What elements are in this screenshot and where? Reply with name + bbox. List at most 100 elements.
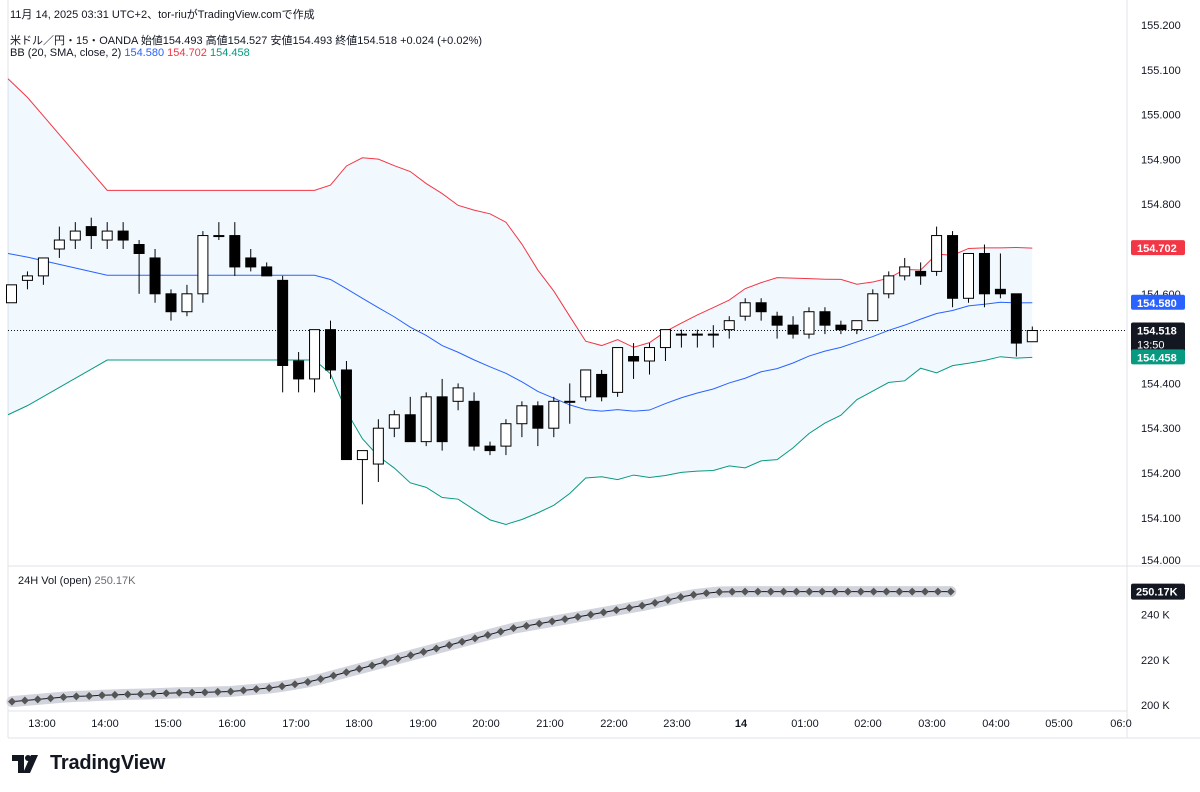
volume-point — [110, 690, 119, 699]
candle — [915, 262, 927, 285]
candle — [69, 222, 81, 249]
tradingview-logo[interactable]: TradingView — [12, 752, 165, 775]
y-tick-label: 154.900 — [1141, 154, 1181, 166]
candle-body — [340, 369, 352, 461]
candle — [261, 262, 273, 277]
volume-point — [638, 601, 647, 610]
candle-body — [388, 414, 400, 429]
symbol-name[interactable]: 米ドル／円・15・OANDA — [10, 35, 138, 47]
candles — [6, 217, 1038, 505]
volume-point — [445, 641, 454, 650]
x-tick-label: 23:00 — [663, 718, 691, 730]
x-tick-label: 14:00 — [91, 718, 119, 730]
x-tick-label: 21:00 — [536, 718, 564, 730]
y-tick-label: 155.100 — [1141, 65, 1181, 77]
volume-tick-label: 200 K — [1141, 700, 1170, 712]
x-tick-label: 04:00 — [982, 718, 1010, 730]
candle — [133, 240, 145, 294]
candle — [21, 271, 33, 290]
candle — [436, 378, 448, 451]
candle — [947, 231, 959, 308]
volume-point — [72, 692, 81, 701]
candle-body — [596, 373, 608, 398]
candle — [37, 257, 49, 285]
y-tick-label: 155.000 — [1141, 110, 1181, 122]
x-tick-label: 15:00 — [154, 718, 182, 730]
candle — [165, 289, 177, 321]
indicator-name[interactable]: BB (20, SMA, close, 2) — [10, 47, 122, 59]
basis-badge-text: 154.580 — [1137, 298, 1177, 310]
volume-label[interactable]: 24H Vol (open) — [18, 575, 92, 587]
candle-body — [739, 302, 751, 317]
x-tick-label: 17:00 — [282, 718, 310, 730]
candle — [596, 369, 608, 402]
volume-point — [46, 694, 55, 703]
volume-point — [470, 634, 479, 643]
candle-body — [325, 329, 336, 371]
volume-point — [458, 637, 467, 646]
volume-line — [11, 591, 951, 703]
upper-badge: 154.702 — [1131, 240, 1185, 256]
candle-body — [532, 405, 544, 429]
candle — [452, 383, 464, 411]
candle-body — [691, 333, 703, 336]
candle-body — [181, 293, 193, 313]
volume-point — [548, 617, 557, 626]
candle — [994, 253, 1006, 299]
candle — [1010, 293, 1022, 357]
volume-point — [303, 677, 312, 686]
volume-point — [573, 612, 582, 621]
volume-point — [522, 621, 531, 630]
volume-point — [715, 588, 724, 597]
x-tick-label: 01:00 — [791, 718, 819, 730]
candle-body — [468, 400, 480, 447]
candle — [659, 329, 671, 361]
volume-point — [933, 587, 942, 596]
volume-point — [419, 647, 428, 656]
candle — [931, 226, 943, 276]
candle-body — [787, 324, 799, 335]
candle-body — [101, 230, 113, 241]
bb-basis-value: 154.580 — [124, 47, 165, 59]
candle-body — [835, 324, 847, 331]
candle — [325, 320, 336, 379]
candle — [723, 316, 735, 339]
candle-body — [947, 235, 959, 299]
volume-point — [741, 587, 750, 596]
volume-point — [226, 687, 235, 696]
candle-body — [372, 427, 384, 465]
x-tick-label: 06:0 — [1110, 718, 1131, 730]
candle — [484, 441, 496, 456]
x-tick-label: 02:00 — [854, 718, 882, 730]
candle — [404, 396, 416, 443]
candle — [85, 217, 97, 249]
volume-value: 250.17K — [94, 575, 136, 587]
volume-point — [856, 587, 865, 596]
candle — [277, 275, 289, 393]
volume-badge-text: 250.17K — [1136, 587, 1178, 599]
price-badge-bg — [1131, 322, 1185, 353]
y-tick-label: 154.800 — [1141, 199, 1181, 211]
candle-body — [165, 293, 177, 313]
x-tick-label: 14 — [735, 718, 748, 730]
candle-body — [133, 244, 145, 254]
volume-point — [136, 690, 145, 699]
volume-point — [393, 654, 402, 663]
candle-body — [356, 450, 368, 461]
volume-point — [33, 695, 42, 704]
y-tick-label: 154.000 — [1141, 555, 1181, 567]
ohlc-values: 始値154.493 高値154.527 安値154.493 終値154.518 … — [140, 35, 483, 47]
volume-point — [20, 696, 29, 705]
candle — [548, 396, 560, 438]
candle — [500, 419, 512, 456]
volume-point — [805, 587, 814, 596]
price-badge-countdown: 13:50 — [1137, 340, 1165, 352]
x-tick-label: 05:00 — [1045, 718, 1073, 730]
candle-body — [1010, 293, 1022, 344]
y-tick-label: 154.300 — [1141, 423, 1181, 435]
candle-body — [819, 311, 831, 326]
volume-point — [676, 593, 685, 602]
volume-point — [432, 644, 441, 653]
volume-point — [509, 624, 518, 633]
